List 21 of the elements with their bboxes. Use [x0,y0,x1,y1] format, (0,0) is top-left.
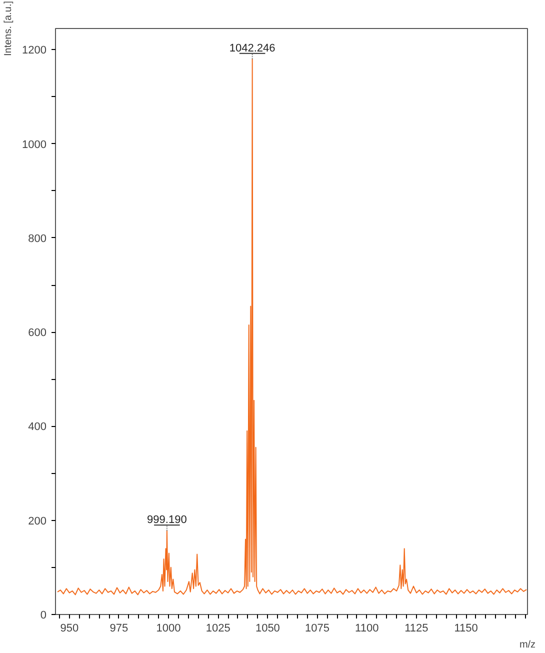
y-tick-label: 600 [28,327,47,340]
annotation: 999.190 [147,514,187,526]
annotation: 1042.246 [229,42,276,54]
x-tick-label: 1025 [206,622,230,634]
line-series [56,58,528,596]
y-tick-label: 1200 [22,44,47,57]
x-tick-label: 1075 [305,622,330,634]
x-tick-label: 1050 [255,622,280,634]
x-tick-label: 1125 [404,622,428,634]
y-tick-label: 200 [28,515,47,528]
y-axis-title: Intens. [a.u.] [3,0,14,56]
x-tick-label: 975 [110,622,128,634]
y-tick-label: 1000 [22,138,47,151]
y-tick-label: 0 [40,610,47,622]
x-tick-label: 950 [60,622,79,634]
x-tick-label: 1100 [355,622,379,634]
x-axis-title: m/z [519,640,536,650]
y-tick-label: 400 [28,421,47,434]
y-tick-label: 800 [28,232,47,245]
x-tick-label: 1000 [156,622,181,634]
x-tick-label: 1150 [454,622,478,634]
